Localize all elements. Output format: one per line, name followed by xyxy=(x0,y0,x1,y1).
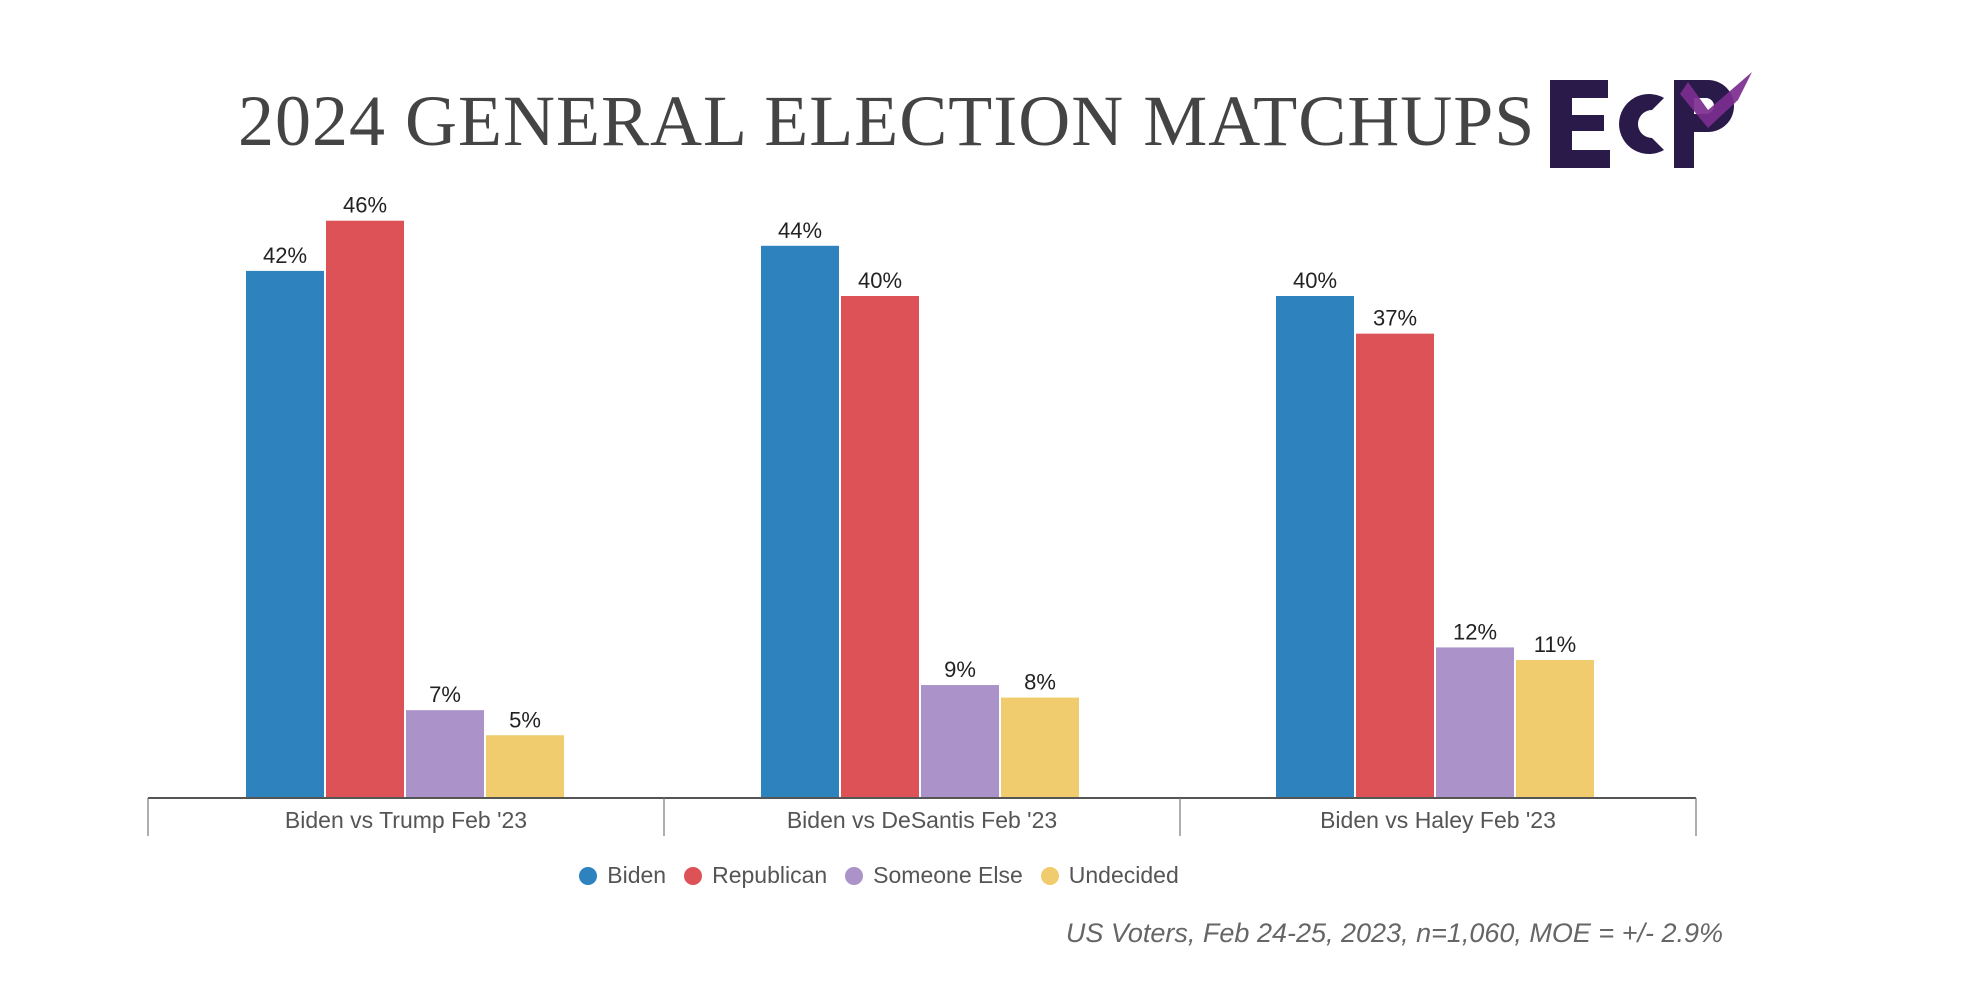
bar-undecided-2 xyxy=(1001,697,1079,798)
legend-label-republican: Republican xyxy=(712,862,828,888)
bar-biden-1 xyxy=(246,270,324,798)
data-label-biden-2: 44% xyxy=(778,218,822,243)
data-label-undecided-3: 11% xyxy=(1534,632,1576,657)
data-label-someone-else-3: 12% xyxy=(1453,619,1497,644)
data-label-biden-1: 42% xyxy=(263,243,307,268)
chart-legend: Biden Republican Someone Else Undecided xyxy=(0,862,1868,889)
legend-swatch-undecided xyxy=(1040,866,1059,885)
category-label-2: Biden vs DeSantis Feb '23 xyxy=(787,807,1057,833)
bar-undecided-1 xyxy=(486,735,564,798)
data-label-someone-else-2: 9% xyxy=(944,657,976,682)
legend-label-someone-else: Someone Else xyxy=(873,862,1023,888)
bar-someone-else-3 xyxy=(1436,647,1514,798)
legend-swatch-biden xyxy=(579,866,598,885)
data-label-someone-else-1: 7% xyxy=(429,682,461,707)
data-label-biden-3: 40% xyxy=(1293,268,1337,293)
logo-check-mark xyxy=(1680,72,1752,128)
bar-republican-1 xyxy=(326,220,404,798)
data-label-republican-2: 40% xyxy=(858,268,902,293)
survey-footnote: US Voters, Feb 24-25, 2023, n=1,060, MOE… xyxy=(1065,918,1723,948)
legend-item-undecided: Undecided xyxy=(1040,862,1179,889)
bar-undecided-3 xyxy=(1516,659,1594,798)
ecp-logo xyxy=(1550,72,1752,168)
logo-letter-e xyxy=(1550,80,1610,168)
category-label-1: Biden vs Trump Feb '23 xyxy=(285,807,527,833)
chart-title: 2024 GENERAL ELECTION MATCHUPS xyxy=(238,81,1536,161)
logo-letter-c xyxy=(1619,94,1664,154)
bar-someone-else-2 xyxy=(921,685,999,798)
legend-swatch-someone-else xyxy=(845,866,864,885)
legend-item-someone-else: Someone Else xyxy=(845,862,1023,889)
bar-republican-3 xyxy=(1356,333,1434,798)
bar-someone-else-1 xyxy=(406,710,484,798)
bar-biden-2 xyxy=(761,245,839,799)
data-label-undecided-1: 5% xyxy=(509,707,541,732)
data-label-republican-1: 46% xyxy=(343,193,387,218)
category-label-3: Biden vs Haley Feb '23 xyxy=(1320,807,1556,833)
legend-label-biden: Biden xyxy=(607,862,667,888)
legend-swatch-republican xyxy=(684,866,703,885)
legend-item-republican: Republican xyxy=(684,862,827,889)
bar-republican-2 xyxy=(841,296,919,798)
data-label-undecided-2: 8% xyxy=(1024,670,1056,695)
legend-item-biden: Biden xyxy=(579,862,666,889)
data-label-republican-3: 37% xyxy=(1373,306,1417,331)
bar-biden-3 xyxy=(1276,296,1354,798)
legend-label-undecided: Undecided xyxy=(1068,862,1179,888)
